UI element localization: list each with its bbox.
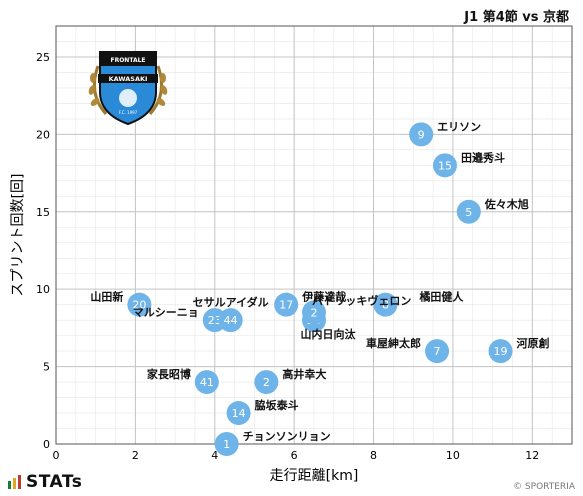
data-point <box>373 292 398 317</box>
emblem-text-bottom: KAWASAKI <box>109 75 148 83</box>
club-emblem: FRONTALE KAWASAKI F.C. 1997 <box>88 51 168 126</box>
x-tick-label: 0 <box>53 449 60 462</box>
data-point-number: 2 <box>311 306 318 319</box>
y-tick-label: 15 <box>36 206 50 219</box>
x-tick-label: 6 <box>291 449 298 462</box>
data-point-number: 20 <box>132 299 146 312</box>
data-point-number: 14 <box>232 407 246 420</box>
data-point <box>409 122 434 147</box>
data-point-label: 車屋紳太郎 <box>366 336 421 350</box>
data-point <box>127 292 152 317</box>
x-tick-label: 12 <box>525 449 539 462</box>
data-point <box>302 300 326 325</box>
x-tick-label: 2 <box>132 449 139 462</box>
data-point-label: 河原創 <box>517 336 550 350</box>
brand-logo: STATs <box>8 472 82 492</box>
data-point-number: 7 <box>434 345 441 358</box>
emblem-text-top: FRONTALE <box>110 57 145 64</box>
data-point-label: エリソン <box>437 120 481 133</box>
x-tick-label: 4 <box>211 449 218 462</box>
data-point-number: 9 <box>418 128 425 141</box>
data-point-number: 1 <box>223 438 230 451</box>
data-point <box>218 308 243 333</box>
plot-frame <box>55 25 573 445</box>
data-point <box>432 153 457 178</box>
y-tick-label: 25 <box>36 51 50 64</box>
data-point-label: 橘田健人 <box>418 290 464 304</box>
data-point-label: 山内日向汰 <box>301 327 357 341</box>
chart-title: J1 第4節 vs 京都 <box>464 10 569 25</box>
emblem-text-motto: F.C. 1997 <box>119 110 138 115</box>
data-point-label: 山田新 <box>90 290 123 304</box>
x-tick-label: 8 <box>370 449 377 462</box>
data-point-number: 19 <box>494 345 508 358</box>
data-point <box>214 432 239 456</box>
data-point <box>456 199 481 224</box>
stats-bars-icon <box>8 475 21 489</box>
data-point-label: 高井幸大 <box>282 367 326 381</box>
y-tick-label: 10 <box>36 283 50 296</box>
x-tick-label: 10 <box>446 449 460 462</box>
data-point-number: 15 <box>438 159 452 172</box>
data-point-label: 脇坂泰斗 <box>255 398 299 412</box>
y-tick-label: 20 <box>36 128 50 141</box>
data-point-label: 伊藤達哉 <box>301 290 346 304</box>
data-point-label: パトリッキヴェロン <box>312 293 411 307</box>
data-point-number: 17 <box>279 299 293 312</box>
data-point <box>194 370 219 395</box>
data-point-number: 5 <box>465 206 472 219</box>
data-point-number: 44 <box>224 314 238 327</box>
data-point-label: セサルアイダル <box>193 295 269 309</box>
y-tick-label: 5 <box>43 361 50 374</box>
data-point-label: 田邉秀斗 <box>461 150 505 164</box>
x-axis-label: 走行距離[km] <box>270 467 359 484</box>
data-point-number: 8 <box>382 299 389 312</box>
data-point-label: チョンソンリョン <box>243 430 331 443</box>
copyright: © SPORTERIA <box>513 482 575 492</box>
data-point-number: 2 <box>263 376 270 389</box>
data-point <box>274 292 299 317</box>
y-tick-label: 0 <box>43 438 50 451</box>
data-point-number: 23 <box>208 314 222 327</box>
data-point-number: 41 <box>200 376 214 389</box>
data-point <box>425 339 450 364</box>
data-point <box>226 401 251 426</box>
data-point-label: 家長昭博 <box>147 367 191 381</box>
data-point <box>254 370 279 395</box>
brand-name: STATs <box>26 472 83 492</box>
y-axis-label: スプリント回数[回] <box>10 174 26 297</box>
data-point-label: マルシーニョ <box>133 306 199 319</box>
data-point <box>488 339 513 364</box>
data-point-label: 佐々木旭 <box>484 197 529 211</box>
